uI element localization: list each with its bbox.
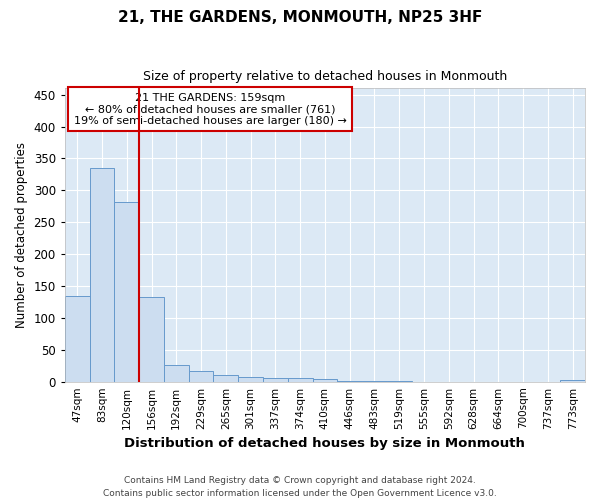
Y-axis label: Number of detached properties: Number of detached properties bbox=[15, 142, 28, 328]
Bar bbox=[188, 371, 214, 382]
X-axis label: Distribution of detached houses by size in Monmouth: Distribution of detached houses by size … bbox=[124, 437, 526, 450]
Bar bbox=[139, 297, 164, 382]
Bar bbox=[362, 381, 387, 382]
Bar bbox=[387, 381, 412, 382]
Bar bbox=[164, 365, 188, 382]
Bar bbox=[89, 168, 115, 382]
Bar bbox=[313, 379, 337, 382]
Text: 21, THE GARDENS, MONMOUTH, NP25 3HF: 21, THE GARDENS, MONMOUTH, NP25 3HF bbox=[118, 10, 482, 25]
Bar bbox=[238, 377, 263, 382]
Bar bbox=[214, 374, 238, 382]
Title: Size of property relative to detached houses in Monmouth: Size of property relative to detached ho… bbox=[143, 70, 507, 83]
Bar bbox=[288, 378, 313, 382]
Bar bbox=[560, 380, 585, 382]
Text: Contains HM Land Registry data © Crown copyright and database right 2024.
Contai: Contains HM Land Registry data © Crown c… bbox=[103, 476, 497, 498]
Bar bbox=[337, 381, 362, 382]
Bar bbox=[263, 378, 288, 382]
Bar bbox=[65, 296, 89, 382]
Bar bbox=[115, 202, 139, 382]
Text: 21 THE GARDENS: 159sqm
← 80% of detached houses are smaller (761)
19% of semi-de: 21 THE GARDENS: 159sqm ← 80% of detached… bbox=[74, 92, 347, 126]
